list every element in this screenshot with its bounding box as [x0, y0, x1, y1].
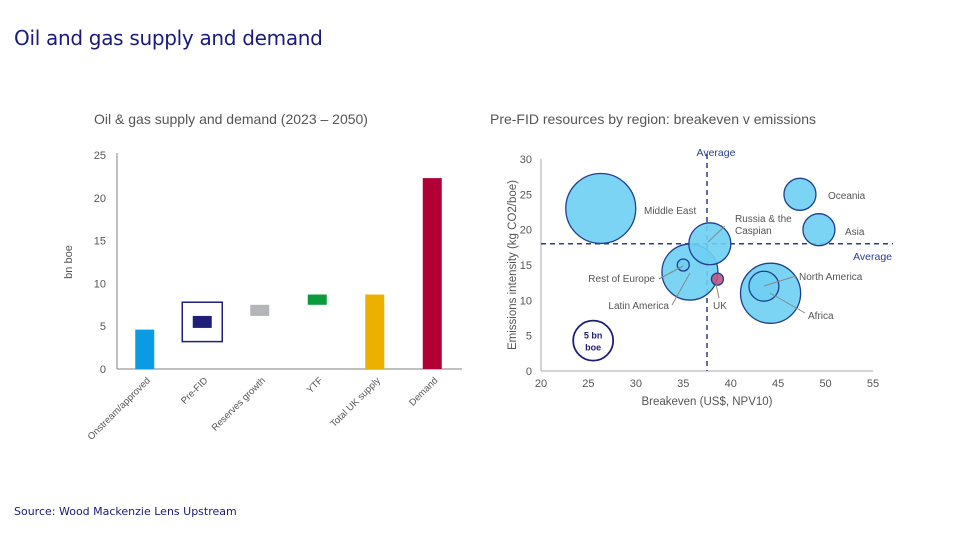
bubble-uk [710, 272, 725, 286]
average-x-label: Average [697, 147, 736, 159]
bubble-label: UK [713, 301, 727, 312]
bubble-x-tick-label: 20 [535, 378, 547, 390]
bubble-label: Latin America [608, 301, 669, 312]
bubble-y-axis-label: Emissions intensity (kg CO2/boe) [507, 180, 519, 350]
bubble-north-america [748, 270, 780, 302]
bubble-x-tick-label: 50 [819, 378, 831, 390]
bubble-label: Caspian [735, 226, 772, 237]
size-legend-label: 5 bn [584, 331, 603, 341]
bar-onstream-approved [135, 329, 155, 369]
bar-y-tick-label: 15 [94, 236, 106, 248]
source-note: Source: Wood Mackenzie Lens Upstream [14, 505, 237, 518]
bubble-marks: 5 bn boe Middle East Oceania Asia Russia & th… [565, 172, 866, 362]
bar-y-tick-label: 5 [100, 321, 106, 333]
page-title: Oil and gas supply and demand [14, 26, 323, 50]
bar-axes: 0 5 10 15 20 25 Onstream/approved Pre-FID Reserv… [86, 150, 462, 442]
bar-chart: Oil & gas supply and demand (2023 – 2050… [63, 111, 462, 442]
bar-pre-fid [192, 315, 212, 328]
leader-line [658, 265, 684, 280]
bubble-x-tick-label: 35 [677, 378, 689, 390]
bubble-asia [802, 213, 836, 247]
bubble-label: Oceania [828, 191, 866, 202]
bar-ytf [307, 294, 327, 305]
bar-x-tick-label: Demand [407, 375, 440, 408]
bubble-y-tick-label: 20 [520, 225, 532, 237]
bubble-y-tick-label: 10 [520, 295, 532, 307]
bar-reserves-growth [250, 304, 270, 316]
leader-line [671, 272, 691, 306]
bar-x-tick-label: YTF [305, 375, 326, 396]
leader-line [707, 225, 726, 243]
bubble-y-tick-label: 5 [526, 331, 532, 343]
bar-x-tick-label: Onstream/approved [86, 375, 153, 442]
bar-y-tick-label: 0 [100, 364, 106, 376]
bar-y-tick-label: 25 [94, 150, 106, 162]
bar-total-uk-supply [365, 294, 385, 369]
bubble-label: Middle East [644, 206, 696, 217]
size-legend-label: boe [585, 343, 601, 353]
bubble-y-tick-label: 30 [520, 154, 532, 166]
bubble-label: Rest of Europe [588, 274, 655, 285]
average-y-label: Average [853, 251, 892, 263]
bubble-label: North America [799, 272, 863, 283]
bubble-y-tick-label: 0 [526, 366, 532, 378]
leader-line [769, 292, 806, 314]
bubble-chart: Pre-FID resources by region: breakeven v… [490, 111, 893, 408]
leader-line [763, 275, 797, 287]
leader-line [715, 283, 720, 299]
bubble-russia-the [688, 222, 732, 266]
bubble-x-tick-label: 30 [630, 378, 642, 390]
bubble-rest-of-europe [676, 258, 690, 272]
bar-y-axis-label: bn boe [63, 245, 75, 279]
bubble-oceania [783, 177, 817, 211]
bar-marks [135, 178, 442, 369]
bubble-label: Asia [845, 227, 865, 238]
bubble-label: Russia & the [735, 214, 792, 225]
bar-x-tick-label: Pre-FID [179, 375, 210, 406]
bar-range-box [181, 301, 223, 343]
bubble-y-tick-label: 15 [520, 260, 532, 272]
bar-demand [422, 178, 442, 369]
bar-chart-title: Oil & gas supply and demand (2023 – 2050… [94, 111, 368, 127]
bubble-x-axis-label: Breakeven (US$, NPV10) [641, 396, 772, 408]
bubble-label: Africa [808, 311, 834, 322]
bubble-x-tick-label: 45 [772, 378, 784, 390]
bar-x-tick-label: Reserves growth [210, 375, 268, 433]
bar-y-tick-label: 20 [94, 193, 106, 205]
bubble-chart-title: Pre-FID resources by region: breakeven v… [490, 111, 816, 127]
bubble-middle-east [565, 172, 637, 245]
bar-x-tick-label: Total UK supply [328, 375, 383, 430]
bubble-x-tick-label: 55 [867, 378, 879, 390]
bubble-x-tick-label: 25 [582, 378, 594, 390]
size-legend-circle [572, 319, 615, 362]
bubble-y-tick-label: 25 [520, 189, 532, 201]
bubble-x-tick-label: 40 [725, 378, 737, 390]
bar-y-tick-label: 10 [94, 278, 106, 290]
